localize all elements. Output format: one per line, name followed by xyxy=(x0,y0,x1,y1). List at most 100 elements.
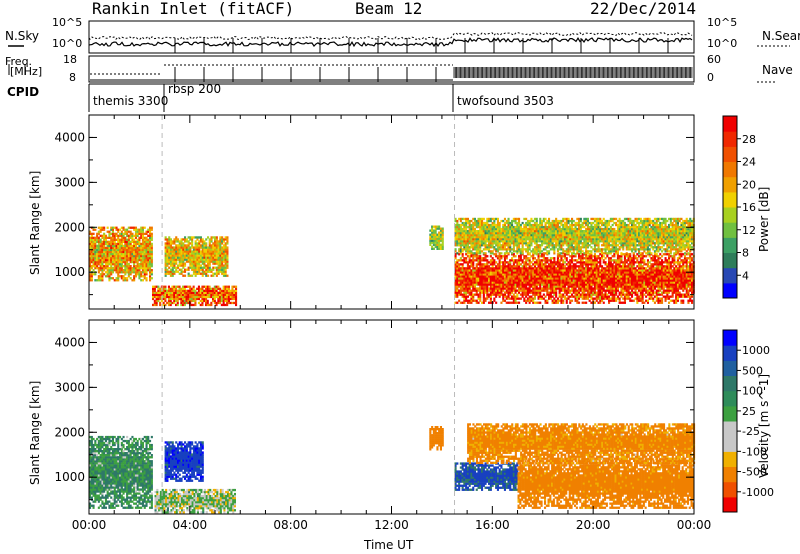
data-cell xyxy=(436,227,439,230)
data-cell xyxy=(119,260,122,264)
data-cell xyxy=(122,244,125,248)
data-cell xyxy=(491,293,494,296)
data-cell xyxy=(133,250,136,254)
data-cell xyxy=(558,263,561,266)
data-cell xyxy=(473,289,476,292)
data-cell xyxy=(431,237,434,240)
data-cell xyxy=(90,260,93,264)
data-cell xyxy=(689,275,692,278)
data-cell xyxy=(539,259,542,262)
data-cell xyxy=(675,275,678,278)
data-cell xyxy=(546,269,549,272)
data-cell xyxy=(138,238,141,241)
data-cell xyxy=(201,270,204,273)
data-cell xyxy=(519,271,522,274)
data-cell xyxy=(685,293,688,296)
data-cell xyxy=(503,259,506,262)
data-cell xyxy=(221,264,224,267)
data-cell xyxy=(623,281,626,284)
data-cell xyxy=(175,262,178,265)
data-cell xyxy=(220,295,223,299)
data-cell xyxy=(586,267,589,270)
data-cell xyxy=(133,242,136,246)
data-cell xyxy=(601,255,604,258)
data-cell xyxy=(196,242,199,245)
data-cell xyxy=(691,295,694,298)
data-cell xyxy=(138,252,141,256)
data-cell xyxy=(618,297,621,300)
data-cell xyxy=(541,289,544,292)
data-cell xyxy=(141,234,144,237)
data-cell xyxy=(521,259,524,262)
data-cell xyxy=(666,261,669,264)
data-cell xyxy=(171,254,174,257)
data-cell xyxy=(516,293,519,296)
data-cell xyxy=(661,275,664,278)
data-cell xyxy=(103,254,106,258)
data-cell xyxy=(167,297,170,301)
data-cell xyxy=(601,265,604,268)
data-cell xyxy=(96,250,99,254)
data-cell xyxy=(593,267,596,270)
data-cell xyxy=(503,291,506,294)
data-cell xyxy=(514,287,517,290)
data-cell xyxy=(546,267,549,270)
data-cell xyxy=(551,271,554,274)
data-cell xyxy=(182,248,185,251)
data-cell xyxy=(590,289,593,292)
data-cell xyxy=(643,259,646,262)
data-cell xyxy=(182,303,185,307)
data-cell xyxy=(171,258,174,261)
data-cell xyxy=(602,271,605,274)
data-cell xyxy=(662,289,665,292)
data-cell xyxy=(173,272,176,275)
data-cell xyxy=(648,281,651,284)
data-cell xyxy=(676,259,679,262)
data-cell xyxy=(668,275,671,278)
data-cell xyxy=(454,279,457,282)
data-cell xyxy=(115,228,118,231)
data-cell xyxy=(565,263,568,266)
data-cell xyxy=(119,250,122,254)
data-cell xyxy=(627,255,630,258)
data-cell xyxy=(126,263,129,266)
data-cell xyxy=(219,287,222,290)
data-cell xyxy=(187,236,190,239)
data-cell xyxy=(164,236,167,239)
data-cell xyxy=(191,242,194,245)
data-cell xyxy=(486,269,489,272)
data-cell xyxy=(94,244,97,248)
data-cell xyxy=(662,295,665,298)
data-cell xyxy=(623,271,626,274)
data-cell xyxy=(680,269,683,272)
data-cell xyxy=(533,273,536,276)
data-cell xyxy=(120,258,123,262)
data-cell xyxy=(661,283,664,286)
data-cell xyxy=(117,230,120,233)
data-cell xyxy=(613,283,616,286)
data-cell xyxy=(203,256,206,259)
data-cell xyxy=(194,258,197,261)
data-cell xyxy=(94,258,97,262)
data-cell xyxy=(488,269,491,272)
data-cell xyxy=(572,271,575,274)
freq-label-1: Freq. xyxy=(5,55,33,68)
data-cell xyxy=(512,265,515,268)
data-cell xyxy=(509,271,512,274)
data-cell xyxy=(486,259,489,262)
data-cell xyxy=(171,289,174,292)
data-cell xyxy=(136,234,139,237)
data-cell xyxy=(173,254,176,257)
data-cell xyxy=(208,285,211,288)
data-cell xyxy=(673,301,676,304)
data-cell xyxy=(590,279,593,282)
data-cell xyxy=(507,261,510,264)
data-cell xyxy=(678,295,681,298)
data-cell xyxy=(668,255,671,258)
data-cell xyxy=(210,248,213,251)
data-cell xyxy=(516,285,519,288)
data-cell xyxy=(196,268,199,271)
data-cell xyxy=(548,265,551,268)
data-cell xyxy=(175,260,178,263)
data-cell xyxy=(558,293,561,296)
